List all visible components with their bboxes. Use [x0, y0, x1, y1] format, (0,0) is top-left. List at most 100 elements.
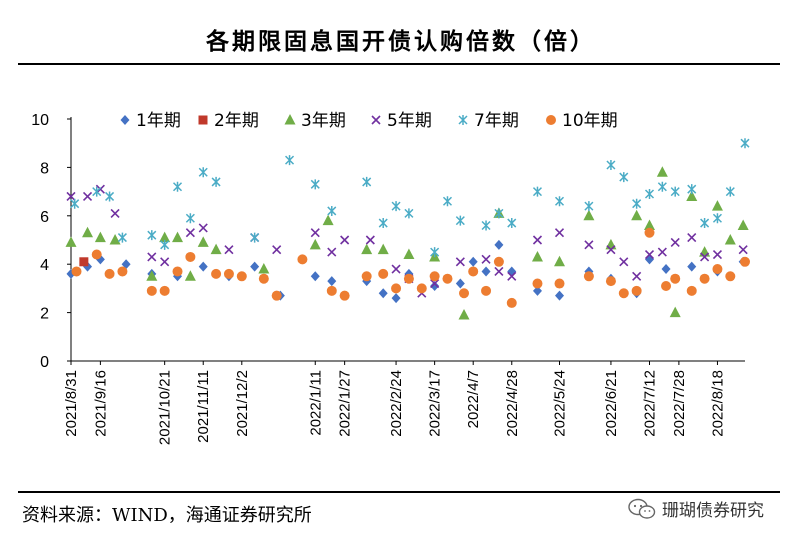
data-point-series-6: [618, 288, 629, 299]
data-point-series-3: [309, 238, 321, 250]
data-point-series-3: [210, 243, 222, 255]
data-point-series-6: [403, 273, 414, 284]
data-point-series-6: [605, 276, 616, 287]
legend-marker: [546, 115, 556, 125]
data-point-series-6: [442, 273, 453, 284]
data-point-series-5: [70, 198, 80, 209]
legend-marker: [120, 115, 130, 125]
legend-marker: [371, 115, 381, 125]
data-point-series-1: [198, 261, 208, 272]
legend-label: 2年期: [214, 111, 259, 131]
data-point-series-4: [224, 245, 234, 255]
data-point-series-5: [185, 213, 195, 224]
legend-label: 10年期: [562, 111, 618, 131]
data-point-series-4: [310, 228, 320, 238]
data-point-series-6: [223, 268, 234, 279]
data-point-series-6: [459, 288, 470, 299]
data-point-series-6: [468, 266, 479, 277]
data-point-series-3: [724, 234, 736, 245]
data-point-series-6: [172, 266, 183, 277]
data-point-series-6: [211, 268, 222, 279]
data-point-series-6: [725, 271, 736, 282]
data-point-series-6: [631, 285, 642, 296]
data-point-series-6: [271, 290, 282, 301]
data-point-series-6: [159, 285, 170, 296]
scatter-chart: 0 2 4 6 8 10 2021/8/31 2021/9/16 2021/10/21 2021/…: [31, 111, 750, 445]
source-note: 资料来源：WIND，海通证券研究所: [22, 505, 312, 526]
watermark: 珊瑚债券研究: [628, 496, 764, 521]
data-point-series-6: [554, 278, 565, 289]
data-point-series-4: [494, 266, 504, 277]
data-point-series-4: [66, 191, 76, 202]
data-point-series-3: [605, 238, 617, 250]
data-point-series-5: [670, 186, 680, 197]
x-tick-label: 2022/3/17: [427, 370, 444, 437]
data-point-series-4: [455, 257, 465, 267]
data-point-series-5: [105, 191, 115, 202]
data-point-series-1: [468, 256, 478, 267]
x-tick-label: 2022/7/28: [671, 370, 688, 437]
x-tick-label: 2022/5/24: [552, 370, 569, 437]
data-point-series-3: [322, 214, 334, 226]
y-tick-label: 6: [40, 209, 49, 226]
data-point-series-5: [378, 218, 388, 229]
x-tick-label: 2021/8/31: [63, 370, 80, 437]
data-point-series-5: [657, 181, 667, 192]
data-point-series-3: [258, 263, 270, 274]
data-point-series-4: [391, 264, 401, 274]
data-point-series-1: [507, 266, 517, 277]
x-tick-label: 2021/11/11: [195, 370, 212, 443]
data-point-series-1: [661, 264, 671, 275]
data-point-series-3: [146, 270, 158, 281]
bottom-rule: [18, 491, 780, 493]
data-point-series-4: [670, 237, 680, 247]
data-point-series-4: [272, 245, 282, 255]
data-point-series-5: [211, 176, 221, 187]
data-point-series-2: [79, 257, 89, 267]
data-point-series-3: [172, 231, 184, 243]
data-point-series-5: [584, 201, 594, 212]
data-point-series-5: [455, 215, 465, 226]
wechat-icon: [628, 498, 656, 519]
data-point-series-3: [583, 209, 595, 221]
legend-marker: [284, 114, 296, 125]
data-point-series-4: [644, 249, 655, 260]
data-point-series-4: [712, 249, 723, 260]
data-point-series-4: [365, 235, 375, 245]
data-point-series-1: [250, 261, 260, 272]
data-point-series-6: [644, 227, 655, 238]
legend-label: 7年期: [474, 111, 519, 131]
data-point-series-6: [493, 256, 504, 267]
data-point-series-3: [377, 243, 389, 255]
data-point-series-4: [160, 257, 170, 267]
data-point-series-1: [378, 288, 388, 299]
data-point-series-5: [481, 220, 491, 231]
data-point-series-3: [197, 236, 209, 247]
y-tick-label: 8: [40, 160, 49, 177]
x-tick-label: 2021/12/2: [234, 370, 251, 437]
data-point-series-1: [687, 261, 697, 272]
data-point-series-1: [455, 278, 465, 289]
data-point-series-6: [236, 271, 247, 282]
data-point-series-6: [661, 280, 672, 291]
data-point-series-5: [725, 186, 735, 197]
data-point-series-5: [632, 198, 642, 209]
data-point-series-3: [361, 243, 373, 255]
data-point-series-3: [737, 219, 749, 230]
data-point-series-3: [699, 246, 711, 257]
data-point-series-6: [429, 271, 440, 282]
data-point-series-5: [619, 172, 629, 183]
data-point-series-6: [670, 273, 681, 284]
data-point-series-3: [82, 226, 94, 238]
data-point-series-4: [430, 278, 440, 289]
data-point-series-5: [117, 232, 127, 243]
legend-marker: [198, 115, 208, 125]
data-point-series-6: [378, 268, 389, 279]
data-point-series-6: [258, 273, 269, 284]
data-point-series-5: [404, 208, 414, 219]
data-point-series-6: [699, 273, 710, 284]
data-point-series-6: [71, 266, 82, 277]
data-point-series-4: [606, 245, 616, 255]
x-tick-label: 2022/7/12: [642, 370, 659, 437]
legend-label: 1年期: [136, 111, 181, 131]
